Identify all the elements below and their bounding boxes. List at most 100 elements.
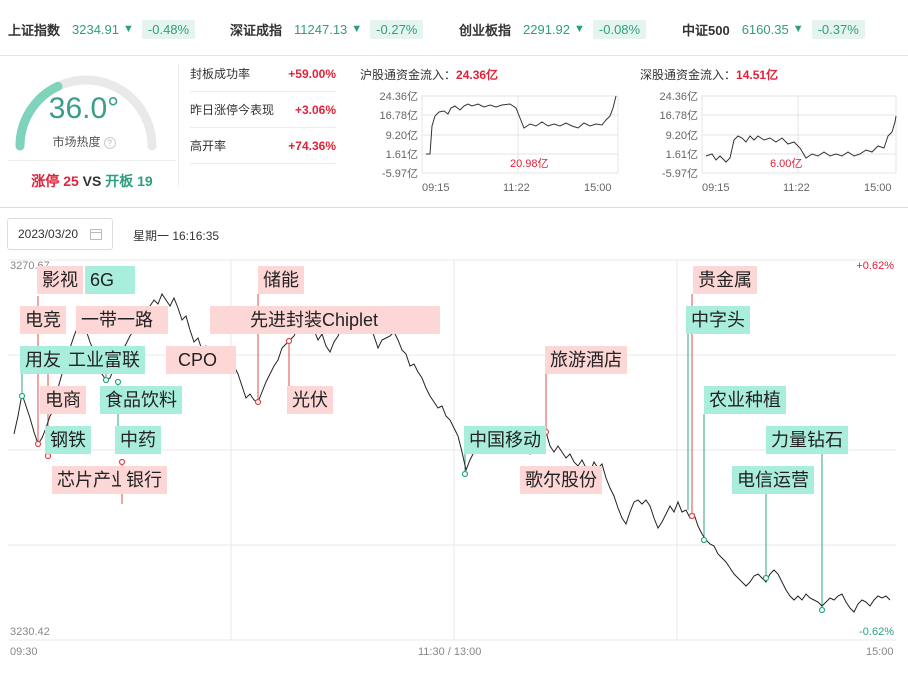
flow-annotation: 20.98亿 — [510, 157, 549, 170]
stat-row: 昨日涨停今表现 +3.06% — [190, 92, 336, 128]
flow-title: 沪股通资金流入：24.36亿 — [360, 66, 498, 83]
concept-tag[interactable]: 一带一路 — [76, 306, 168, 334]
y-tick: 16.78亿 — [659, 109, 698, 122]
concept-marker-dot — [254, 398, 262, 406]
concept-tag[interactable]: 中字头 — [686, 306, 750, 334]
down-arrow-icon: ▼ — [792, 23, 804, 35]
index-change-badge: -0.48% — [141, 19, 196, 39]
concept-tag[interactable]: 电竞 — [20, 306, 66, 334]
index-item[interactable]: 中证500 6160.35 ▼ -0.37% — [682, 18, 865, 40]
flow-title-label: 沪股通资金流入： — [360, 68, 457, 82]
heat-label-text: 市场热度 — [52, 135, 101, 149]
concept-tag[interactable]: 银行 — [121, 466, 167, 494]
index-value: 3234.91 — [72, 21, 120, 37]
concept-tag[interactable]: CPO — [166, 346, 236, 374]
northbound-sh-flow-chart[interactable]: 沪股通资金流入：24.36亿 24.36亿 16.78亿 9.20亿 1.61亿… — [360, 56, 624, 196]
price-line — [13, 292, 891, 613]
y-tick: 1.61亿 — [386, 148, 418, 161]
concept-tag[interactable]: 6G — [85, 266, 135, 294]
concept-marker-dot — [688, 512, 696, 520]
concept-marker-dot — [762, 574, 770, 582]
concept-tag[interactable]: 贵金属 — [693, 266, 757, 294]
intraday-plot — [8, 259, 896, 641]
pct-max-label: +0.62% — [856, 260, 894, 272]
northbound-sz-flow-chart[interactable]: 深股通资金流入：14.51亿 24.36亿 16.78亿 9.20亿 1.61亿… — [640, 56, 904, 196]
index-value: 6160.35 — [741, 21, 789, 37]
index-change-badge: -0.27% — [370, 19, 424, 39]
vs-text: VS — [82, 173, 102, 189]
flow-line — [426, 95, 617, 155]
index-value: 2291.92 — [523, 21, 571, 37]
y-tick: -5.97亿 — [382, 167, 418, 180]
flow-title: 深股通资金流入：14.51亿 — [640, 66, 778, 83]
concept-tag[interactable]: 中药 — [115, 426, 161, 454]
concept-tag[interactable]: 食品饮料 — [100, 386, 182, 414]
concept-marker-dot — [114, 378, 122, 386]
x-tick: 09:15 — [422, 182, 450, 194]
x-tick-mid: 11:30 / 13:00 — [418, 646, 482, 658]
index-bar: 上证指数 3234.91 ▼ -0.48% 深证成指 11247.13 ▼ -0… — [0, 0, 908, 56]
concept-tag[interactable]: 农业种植 — [704, 386, 786, 414]
x-tick: 15:00 — [864, 182, 892, 194]
concept-tag[interactable]: 工业富联 — [63, 346, 145, 374]
index-item[interactable]: 深证成指 11247.13 ▼ -0.27% — [230, 18, 424, 40]
concept-marker-dot — [102, 376, 110, 384]
intraday-chart[interactable]: 3270.67 3230.42 +0.62% -0.62% 09:30 11:3… — [0, 256, 908, 690]
limit-up-label: 涨停 — [31, 173, 60, 189]
stat-value: +3.06% — [294, 102, 336, 117]
concept-tag[interactable]: 旅游酒店 — [545, 346, 627, 374]
concept-tag[interactable]: 储能 — [258, 266, 304, 294]
flow-title-value: 24.36亿 — [456, 68, 499, 82]
concept-tag[interactable]: 芯片产业 — [52, 466, 122, 494]
flow-line — [705, 115, 897, 163]
stat-row: 封板成功率 +59.00% — [190, 56, 336, 92]
concept-marker-dot — [18, 392, 26, 400]
help-icon[interactable]: ? — [103, 136, 116, 149]
concept-tag[interactable]: 先进封装Chiplet — [210, 306, 440, 334]
index-value: 11247.13 — [294, 21, 348, 37]
index-change-badge: -0.08% — [592, 19, 647, 39]
concept-tag[interactable]: 用友 — [20, 346, 64, 374]
concept-tag[interactable]: 电信运营 — [732, 466, 814, 494]
concept-marker-dot — [818, 606, 826, 614]
heat-gauge-fill — [15, 81, 63, 151]
open-count: 19 — [137, 173, 153, 189]
concept-tag[interactable]: 钢铁 — [45, 426, 91, 454]
concept-tag[interactable]: 中国移动 — [464, 426, 546, 454]
limit-up-vs-open: 涨停 25 VS 开板 19 — [8, 160, 176, 189]
index-name: 中证500 — [682, 22, 730, 38]
stat-value: +74.36% — [288, 138, 336, 153]
y-min-label: 3230.42 — [10, 626, 50, 638]
x-tick-end: 15:00 — [866, 646, 894, 658]
index-item[interactable]: 创业板指 2291.92 ▼ -0.08% — [459, 18, 647, 40]
concept-marker-dot — [285, 337, 293, 345]
down-arrow-icon: ▼ — [123, 23, 134, 35]
concept-tag[interactable]: 力量钻石 — [766, 426, 848, 454]
y-tick: -5.97亿 — [662, 167, 698, 180]
concept-tag[interactable]: 影视 — [37, 266, 83, 294]
weekday-time: 星期一 16:16:35 — [133, 229, 220, 243]
flow-title-label: 深股通资金流入： — [640, 68, 737, 82]
concept-tag[interactable]: 光伏 — [287, 386, 333, 414]
date-value: 2023/03/20 — [18, 227, 79, 241]
y-tick: 9.20亿 — [666, 129, 698, 142]
y-tick: 9.20亿 — [386, 129, 418, 142]
stat-value: +59.00% — [288, 66, 336, 81]
pct-min-label: -0.62% — [859, 626, 894, 638]
concept-marker-dot — [461, 470, 469, 478]
y-tick: 1.61亿 — [666, 148, 698, 161]
flow-plot: 24.36亿 16.78亿 9.20亿 1.61亿 -5.97亿 09:15 1… — [379, 90, 619, 194]
y-tick: 24.36亿 — [659, 90, 698, 103]
concept-tag[interactable]: 电商 — [40, 386, 86, 414]
y-tick: 16.78亿 — [379, 109, 418, 122]
date-picker[interactable]: 2023/03/20 — [7, 218, 113, 250]
x-tick: 11:22 — [503, 182, 530, 194]
index-item[interactable]: 上证指数 3234.91 ▼ -0.48% — [8, 18, 196, 40]
heat-gauge — [15, 75, 157, 151]
concept-tag[interactable]: 歌尔股份 — [520, 466, 602, 494]
stat-row: 高开率 +74.36% — [190, 128, 336, 164]
calendar-icon[interactable] — [90, 229, 102, 240]
stat-label: 封板成功率 — [190, 67, 251, 81]
heat-label: 市场热度? — [0, 133, 168, 150]
limit-stats: 封板成功率 +59.00% 昨日涨停今表现 +3.06% 高开率 +74.36% — [190, 56, 336, 164]
